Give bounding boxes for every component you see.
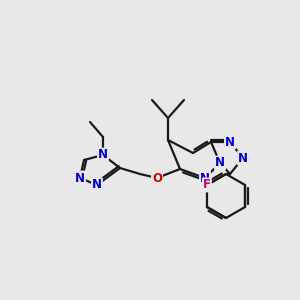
Text: N: N (75, 172, 85, 184)
Text: F: F (203, 178, 211, 191)
Text: N: N (225, 136, 235, 148)
Text: N: N (92, 178, 102, 191)
Text: N: N (238, 152, 248, 164)
Text: N: N (200, 172, 210, 184)
Text: N: N (215, 157, 225, 169)
Text: O: O (152, 172, 162, 184)
Text: N: N (98, 148, 108, 161)
